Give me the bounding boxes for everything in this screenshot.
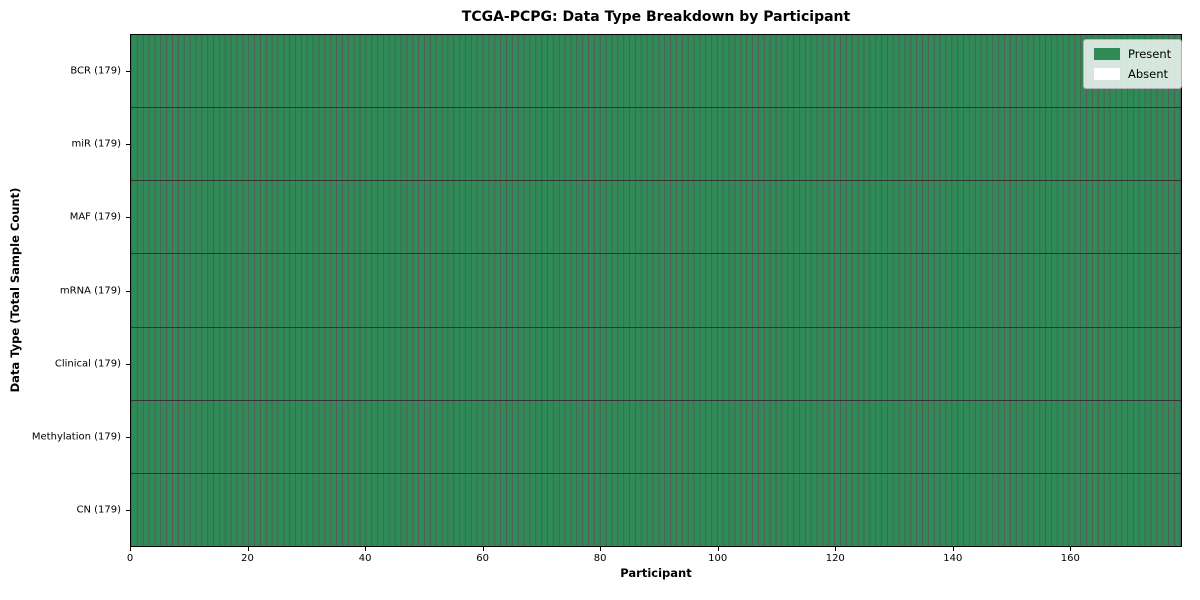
x-tick-label: 160 [1060,553,1080,564]
legend-label-present: Present [1128,47,1172,61]
heatmap-row-mrna [131,254,1181,328]
x-tick-mark [1070,547,1072,551]
y-tick-label: miR (179) [71,138,121,150]
x-axis-ticks: 0 20 40 60 80 100 120 140 160 [126,547,1182,567]
absent-swatch [1094,68,1120,80]
x-axis-label: Participant [620,566,692,580]
y-tick-label: BCR (179) [70,65,121,77]
heatmap-row-cn [131,473,1181,546]
x-tick-mark [717,547,719,551]
heatmap-rows [131,35,1181,546]
x-tick-label: 80 [593,553,607,564]
x-tick-mark [247,547,249,551]
x-tick-label: 140 [943,553,963,564]
x-tick-mark [835,547,837,551]
y-axis-ticks: BCR (179) miR (179) MAF (179) mRNA (179) Cli… [0,34,130,547]
x-tick-label: 100 [708,553,728,564]
x-tick-label: 0 [126,553,134,564]
legend-label-absent: Absent [1128,67,1169,81]
y-tick-mark [126,363,130,365]
x-tick-mark [482,547,484,551]
plot-area [130,34,1182,547]
x-tick-label: 60 [476,553,489,564]
y-tick-mark [126,217,130,219]
heatmap-row-mir [131,108,1181,182]
heatmap-row-methylation [131,400,1181,474]
legend-item-present: Present [1094,47,1171,61]
legend: Present Absent [1083,39,1183,89]
x-tick-mark [130,547,131,551]
chart-title: TCGA-PCPG: Data Type Breakdown by Partic… [461,9,851,25]
x-tick-mark [952,547,954,551]
x-tick-label: 20 [241,553,254,564]
x-tick-mark [600,547,602,551]
y-tick-mark [126,290,130,292]
x-tick-mark [365,547,367,551]
y-tick-mark [126,70,130,72]
y-tick-mark [126,437,130,439]
legend-item-absent: Absent [1094,67,1171,81]
x-tick-label: 40 [358,553,372,564]
y-tick-label: CN (179) [76,504,121,516]
y-tick-mark [126,510,130,512]
y-tick-label: MAF (179) [69,211,121,223]
present-swatch [1094,48,1120,60]
y-tick-label: mRNA (179) [59,285,121,296]
y-tick-mark [126,143,130,145]
x-tick-label: 120 [825,553,845,564]
heatmap-row-bcr [131,35,1181,109]
y-tick-label: Clinical (179) [54,358,121,370]
heatmap-row-clinical [131,327,1181,401]
y-tick-label: Methylation (179) [31,431,121,443]
heatmap-row-maf [131,181,1181,255]
